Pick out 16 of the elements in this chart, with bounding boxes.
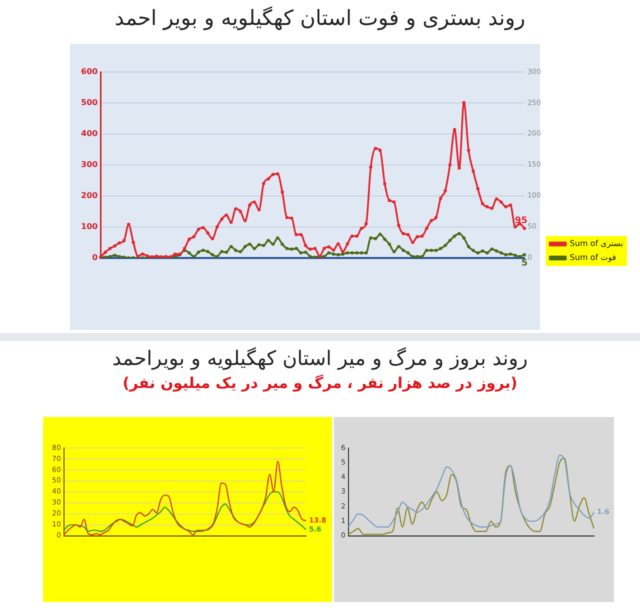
y-tick-label: 500 bbox=[80, 98, 98, 108]
chart-title: روند بروز و مرگ و میر استان کهگیلویه و بویراحمد bbox=[111, 346, 529, 370]
y-tick-label: 100 bbox=[80, 222, 98, 231]
y-tick-label: 300 bbox=[80, 160, 98, 169]
y-tick-label: 0 bbox=[92, 252, 98, 262]
chart-subtitle: (بروز در صد هزار نفر ، مرگ و میر در یک میلیون نفر) bbox=[122, 374, 518, 392]
data-label: 95 bbox=[514, 216, 528, 226]
y-tick-label: 400 bbox=[80, 129, 98, 138]
chart-title: روند بستری و فوت استان کهگیلویه و بویر احمد bbox=[114, 6, 526, 30]
line-series bbox=[63, 460, 307, 536]
y-tick-label: 600 bbox=[80, 67, 98, 76]
y-tick-label: 200 bbox=[80, 190, 98, 200]
data-label: 5 bbox=[521, 258, 528, 269]
line-series bbox=[63, 491, 307, 532]
legend-label: Sum of بستری bbox=[570, 239, 624, 248]
legend-label: Sum of فوت bbox=[570, 253, 616, 262]
